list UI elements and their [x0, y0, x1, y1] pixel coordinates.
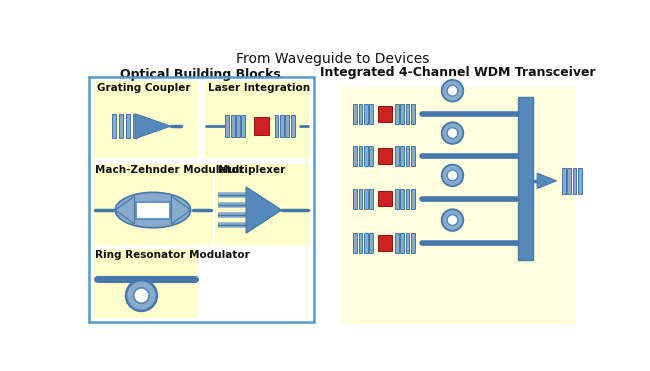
FancyBboxPatch shape: [112, 114, 116, 138]
FancyBboxPatch shape: [364, 146, 368, 166]
FancyBboxPatch shape: [291, 115, 294, 137]
Text: Ring Resonator Modulator: Ring Resonator Modulator: [95, 250, 250, 260]
FancyBboxPatch shape: [573, 168, 577, 194]
FancyBboxPatch shape: [119, 114, 124, 138]
FancyBboxPatch shape: [353, 104, 357, 124]
Circle shape: [134, 288, 149, 303]
Text: Laser Integration: Laser Integration: [207, 83, 310, 93]
FancyBboxPatch shape: [411, 188, 415, 209]
FancyBboxPatch shape: [518, 97, 534, 260]
Text: Integrated 4-Channel WDM Transceiver: Integrated 4-Channel WDM Transceiver: [320, 66, 595, 79]
FancyBboxPatch shape: [353, 188, 357, 209]
Text: Optical Building Blocks: Optical Building Blocks: [120, 68, 280, 81]
FancyBboxPatch shape: [395, 104, 398, 124]
Polygon shape: [246, 187, 281, 233]
Circle shape: [442, 80, 463, 102]
FancyBboxPatch shape: [411, 146, 415, 166]
FancyBboxPatch shape: [369, 233, 373, 253]
Ellipse shape: [115, 192, 190, 228]
FancyBboxPatch shape: [411, 104, 415, 124]
FancyBboxPatch shape: [364, 104, 368, 124]
FancyBboxPatch shape: [411, 233, 415, 253]
Circle shape: [442, 122, 463, 144]
FancyBboxPatch shape: [94, 249, 198, 318]
FancyBboxPatch shape: [378, 148, 392, 164]
FancyBboxPatch shape: [400, 146, 404, 166]
FancyBboxPatch shape: [205, 82, 309, 158]
Circle shape: [447, 215, 458, 226]
FancyBboxPatch shape: [406, 188, 410, 209]
FancyBboxPatch shape: [400, 188, 404, 209]
FancyBboxPatch shape: [369, 188, 373, 209]
Polygon shape: [115, 196, 135, 224]
FancyBboxPatch shape: [395, 146, 398, 166]
FancyBboxPatch shape: [359, 188, 363, 209]
FancyBboxPatch shape: [285, 115, 289, 137]
FancyBboxPatch shape: [364, 188, 368, 209]
FancyBboxPatch shape: [254, 117, 269, 135]
FancyBboxPatch shape: [280, 115, 284, 137]
FancyBboxPatch shape: [567, 168, 571, 194]
FancyBboxPatch shape: [359, 104, 363, 124]
Circle shape: [126, 280, 157, 311]
FancyBboxPatch shape: [378, 236, 392, 251]
FancyBboxPatch shape: [125, 114, 130, 138]
Circle shape: [447, 170, 458, 181]
FancyBboxPatch shape: [364, 233, 368, 253]
Polygon shape: [135, 114, 171, 138]
Polygon shape: [537, 173, 556, 188]
FancyBboxPatch shape: [406, 104, 410, 124]
Circle shape: [442, 165, 463, 186]
FancyBboxPatch shape: [274, 115, 278, 137]
Text: Mach-Zehnder Modulator: Mach-Zehnder Modulator: [95, 165, 244, 175]
FancyBboxPatch shape: [395, 233, 398, 253]
Circle shape: [447, 128, 458, 138]
Text: From Waveguide to Devices: From Waveguide to Devices: [237, 52, 430, 66]
FancyBboxPatch shape: [578, 168, 582, 194]
FancyBboxPatch shape: [378, 106, 392, 122]
FancyBboxPatch shape: [406, 233, 410, 253]
FancyBboxPatch shape: [353, 233, 357, 253]
FancyBboxPatch shape: [369, 104, 373, 124]
FancyBboxPatch shape: [133, 114, 137, 138]
FancyBboxPatch shape: [236, 115, 240, 137]
FancyBboxPatch shape: [400, 104, 404, 124]
FancyBboxPatch shape: [341, 87, 576, 324]
FancyBboxPatch shape: [94, 164, 213, 245]
Circle shape: [447, 85, 458, 96]
FancyBboxPatch shape: [231, 115, 235, 137]
FancyBboxPatch shape: [359, 233, 363, 253]
Text: Multiplexer: Multiplexer: [218, 165, 285, 175]
FancyBboxPatch shape: [562, 168, 566, 194]
FancyBboxPatch shape: [369, 146, 373, 166]
FancyBboxPatch shape: [400, 233, 404, 253]
FancyBboxPatch shape: [353, 146, 357, 166]
Text: Grating Coupler: Grating Coupler: [97, 83, 190, 93]
FancyBboxPatch shape: [94, 82, 198, 158]
FancyBboxPatch shape: [242, 115, 245, 137]
FancyBboxPatch shape: [359, 146, 363, 166]
FancyBboxPatch shape: [395, 188, 398, 209]
FancyBboxPatch shape: [226, 115, 229, 137]
FancyBboxPatch shape: [215, 164, 309, 245]
FancyBboxPatch shape: [406, 146, 410, 166]
FancyBboxPatch shape: [136, 201, 170, 219]
Circle shape: [442, 209, 463, 231]
Polygon shape: [172, 196, 190, 224]
FancyBboxPatch shape: [378, 191, 392, 206]
